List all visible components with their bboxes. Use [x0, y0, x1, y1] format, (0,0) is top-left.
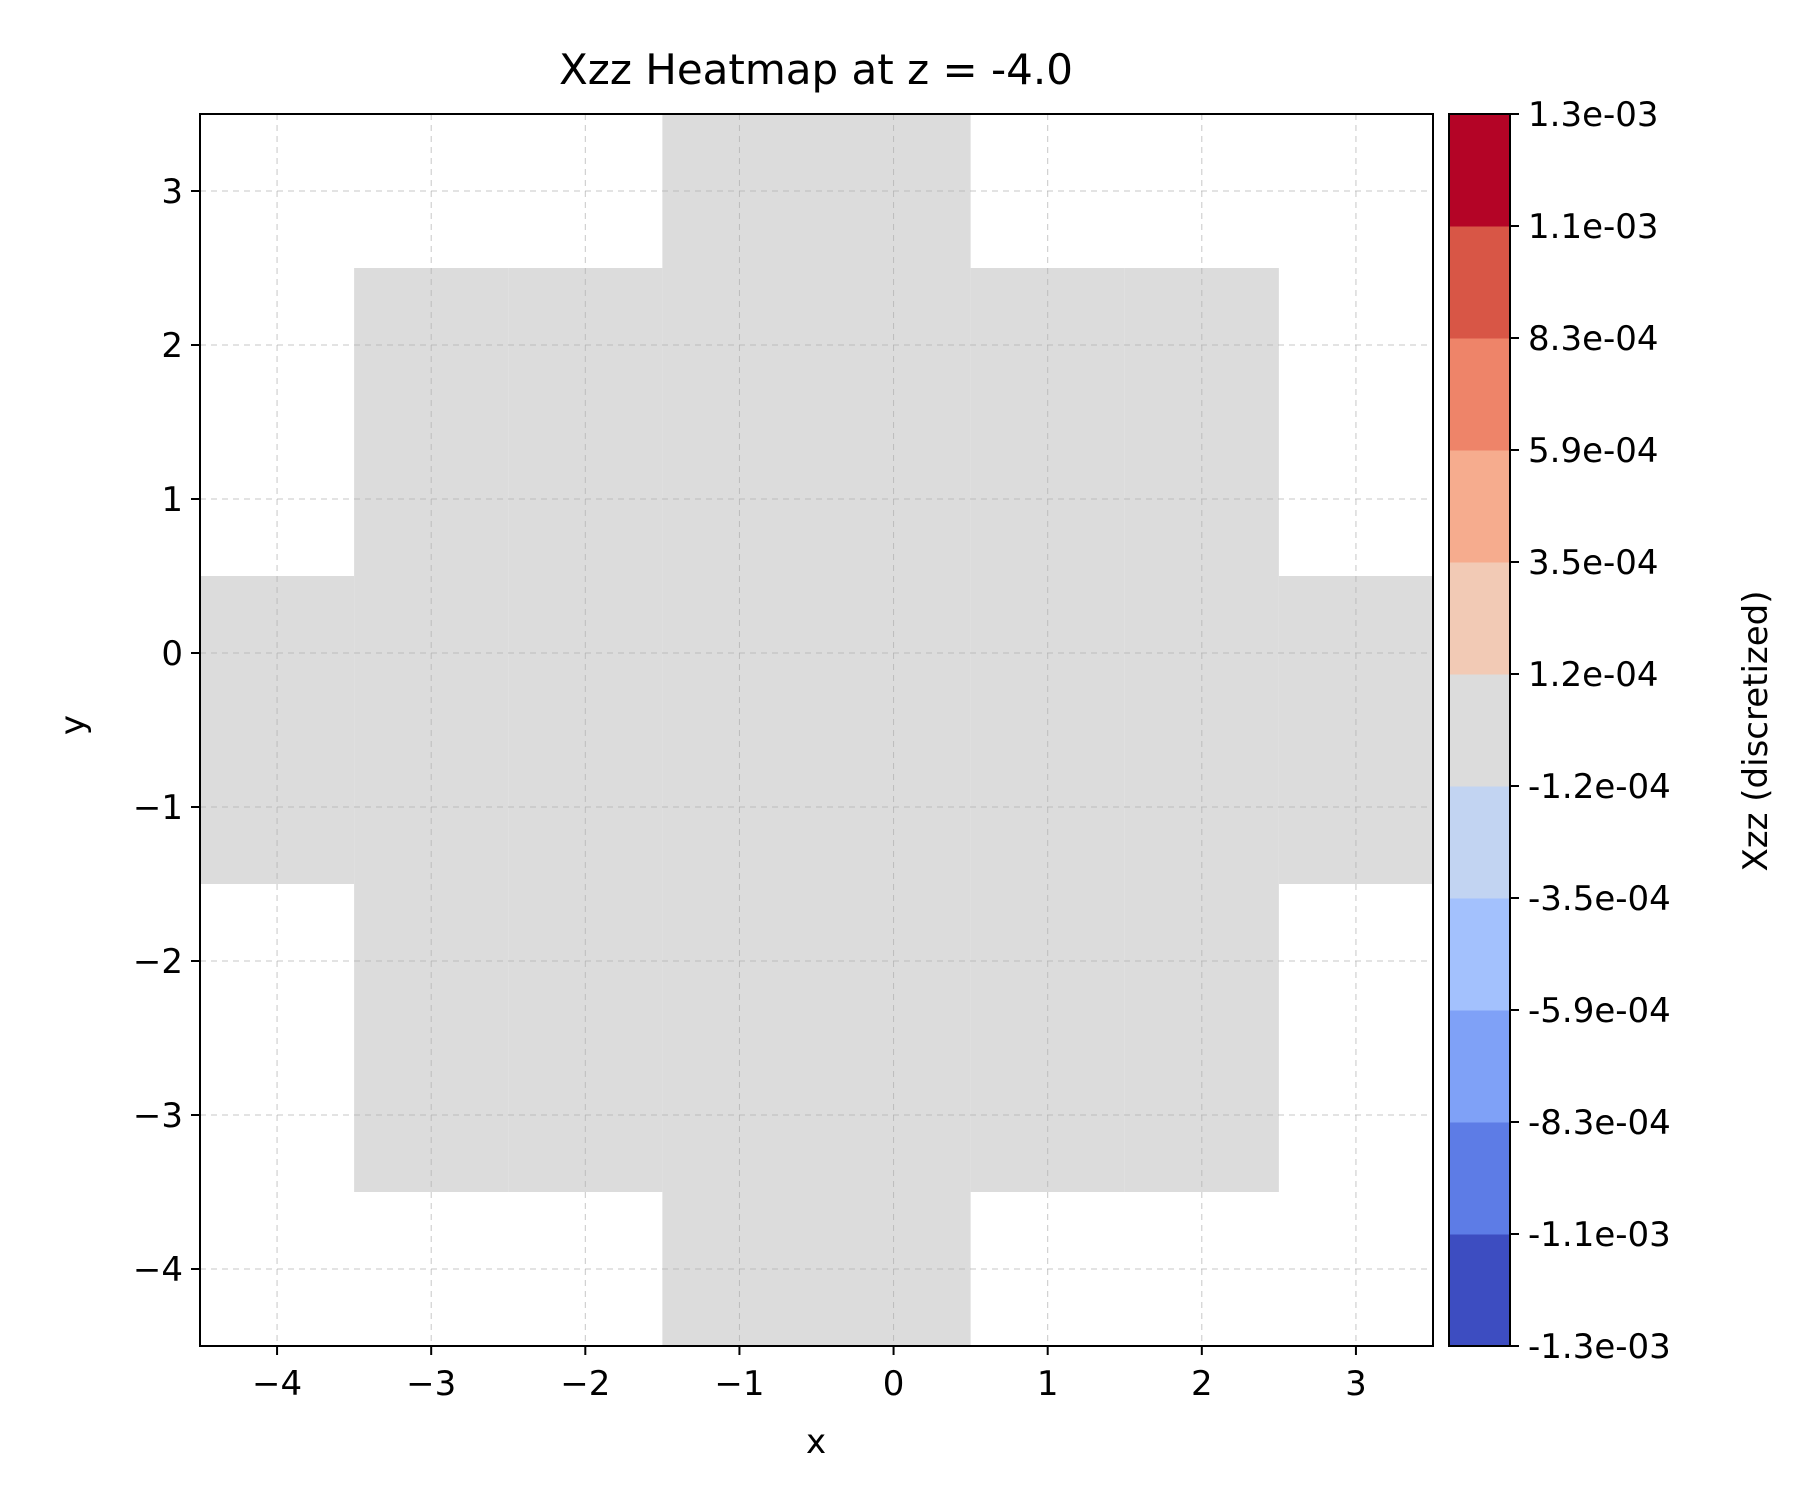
x-tick-label: −3: [406, 1364, 456, 1404]
colorbar-segment: [1449, 1122, 1510, 1235]
colorbar-tick-label: 3.5e-04: [1528, 543, 1659, 583]
x-tick-label: 2: [1191, 1364, 1213, 1404]
colorbar-segment: [1449, 450, 1510, 563]
colorbar-segment: [1449, 114, 1510, 227]
y-tick-label: −3: [133, 1096, 183, 1136]
chart-title: Xzz Heatmap at z = -4.0: [559, 45, 1073, 94]
colorbar-segment: [1449, 1234, 1510, 1347]
colorbar-tick-label: -1.2e-04: [1528, 767, 1671, 807]
colorbar-tick-label: 5.9e-04: [1528, 431, 1659, 471]
y-tick-label: 2: [161, 326, 183, 366]
colorbar-segment: [1449, 898, 1510, 1011]
y-tick-label: −1: [133, 788, 183, 828]
colorbar-segment: [1449, 674, 1510, 787]
x-tick-label: 1: [1037, 1364, 1059, 1404]
x-tick-label: 3: [1345, 1364, 1367, 1404]
plot-area: −4 −3 −2 −1 0 1 2 3 −4 −3 −2 −1 0 1 2 3: [133, 113, 1434, 1404]
colorbar-tick-label: 1.1e-03: [1528, 207, 1659, 247]
colorbar-segment: [1449, 226, 1510, 339]
x-tick-label: −4: [252, 1364, 302, 1404]
x-tick-label: −2: [560, 1364, 610, 1404]
y-tick-label: −2: [133, 942, 183, 982]
colorbar-tick-label: 8.3e-04: [1528, 319, 1659, 359]
colorbar-tick-label: -3.5e-04: [1528, 879, 1671, 919]
colorbar-label: Xzz (discretized): [1736, 590, 1776, 871]
colorbar-segment: [1449, 338, 1510, 451]
colorbar: -1.3e-03 -1.1e-03 -8.3e-04 -5.9e-04 -3.5e-04…: [1448, 95, 1671, 1367]
colorbar-tick-label: -8.3e-04: [1528, 1103, 1671, 1143]
y-axis-label: y: [53, 715, 93, 735]
colorbar-tick-label: 1.2e-04: [1528, 655, 1659, 695]
colorbar-segment: [1449, 786, 1510, 899]
colorbar-tick-label: 1.3e-03: [1528, 95, 1659, 135]
colorbar-tick-label: -1.3e-03: [1528, 1327, 1671, 1367]
x-tick-label: −1: [714, 1364, 764, 1404]
plot-frame: [199, 113, 1434, 1347]
colorbar-tick-label: -5.9e-04: [1528, 991, 1671, 1031]
y-tick-label: −4: [133, 1250, 183, 1290]
x-axis-label: x: [806, 1422, 826, 1462]
colorbar-tick-label: -1.1e-03: [1528, 1215, 1671, 1255]
x-tick-label: 0: [883, 1364, 905, 1404]
y-tick-label: 0: [161, 634, 183, 674]
colorbar-segment: [1449, 562, 1510, 675]
colorbar-frame: [1448, 113, 1511, 1347]
y-tick-label: 1: [161, 480, 183, 520]
colorbar-segment: [1449, 1010, 1510, 1123]
y-tick-label: 3: [161, 172, 183, 212]
